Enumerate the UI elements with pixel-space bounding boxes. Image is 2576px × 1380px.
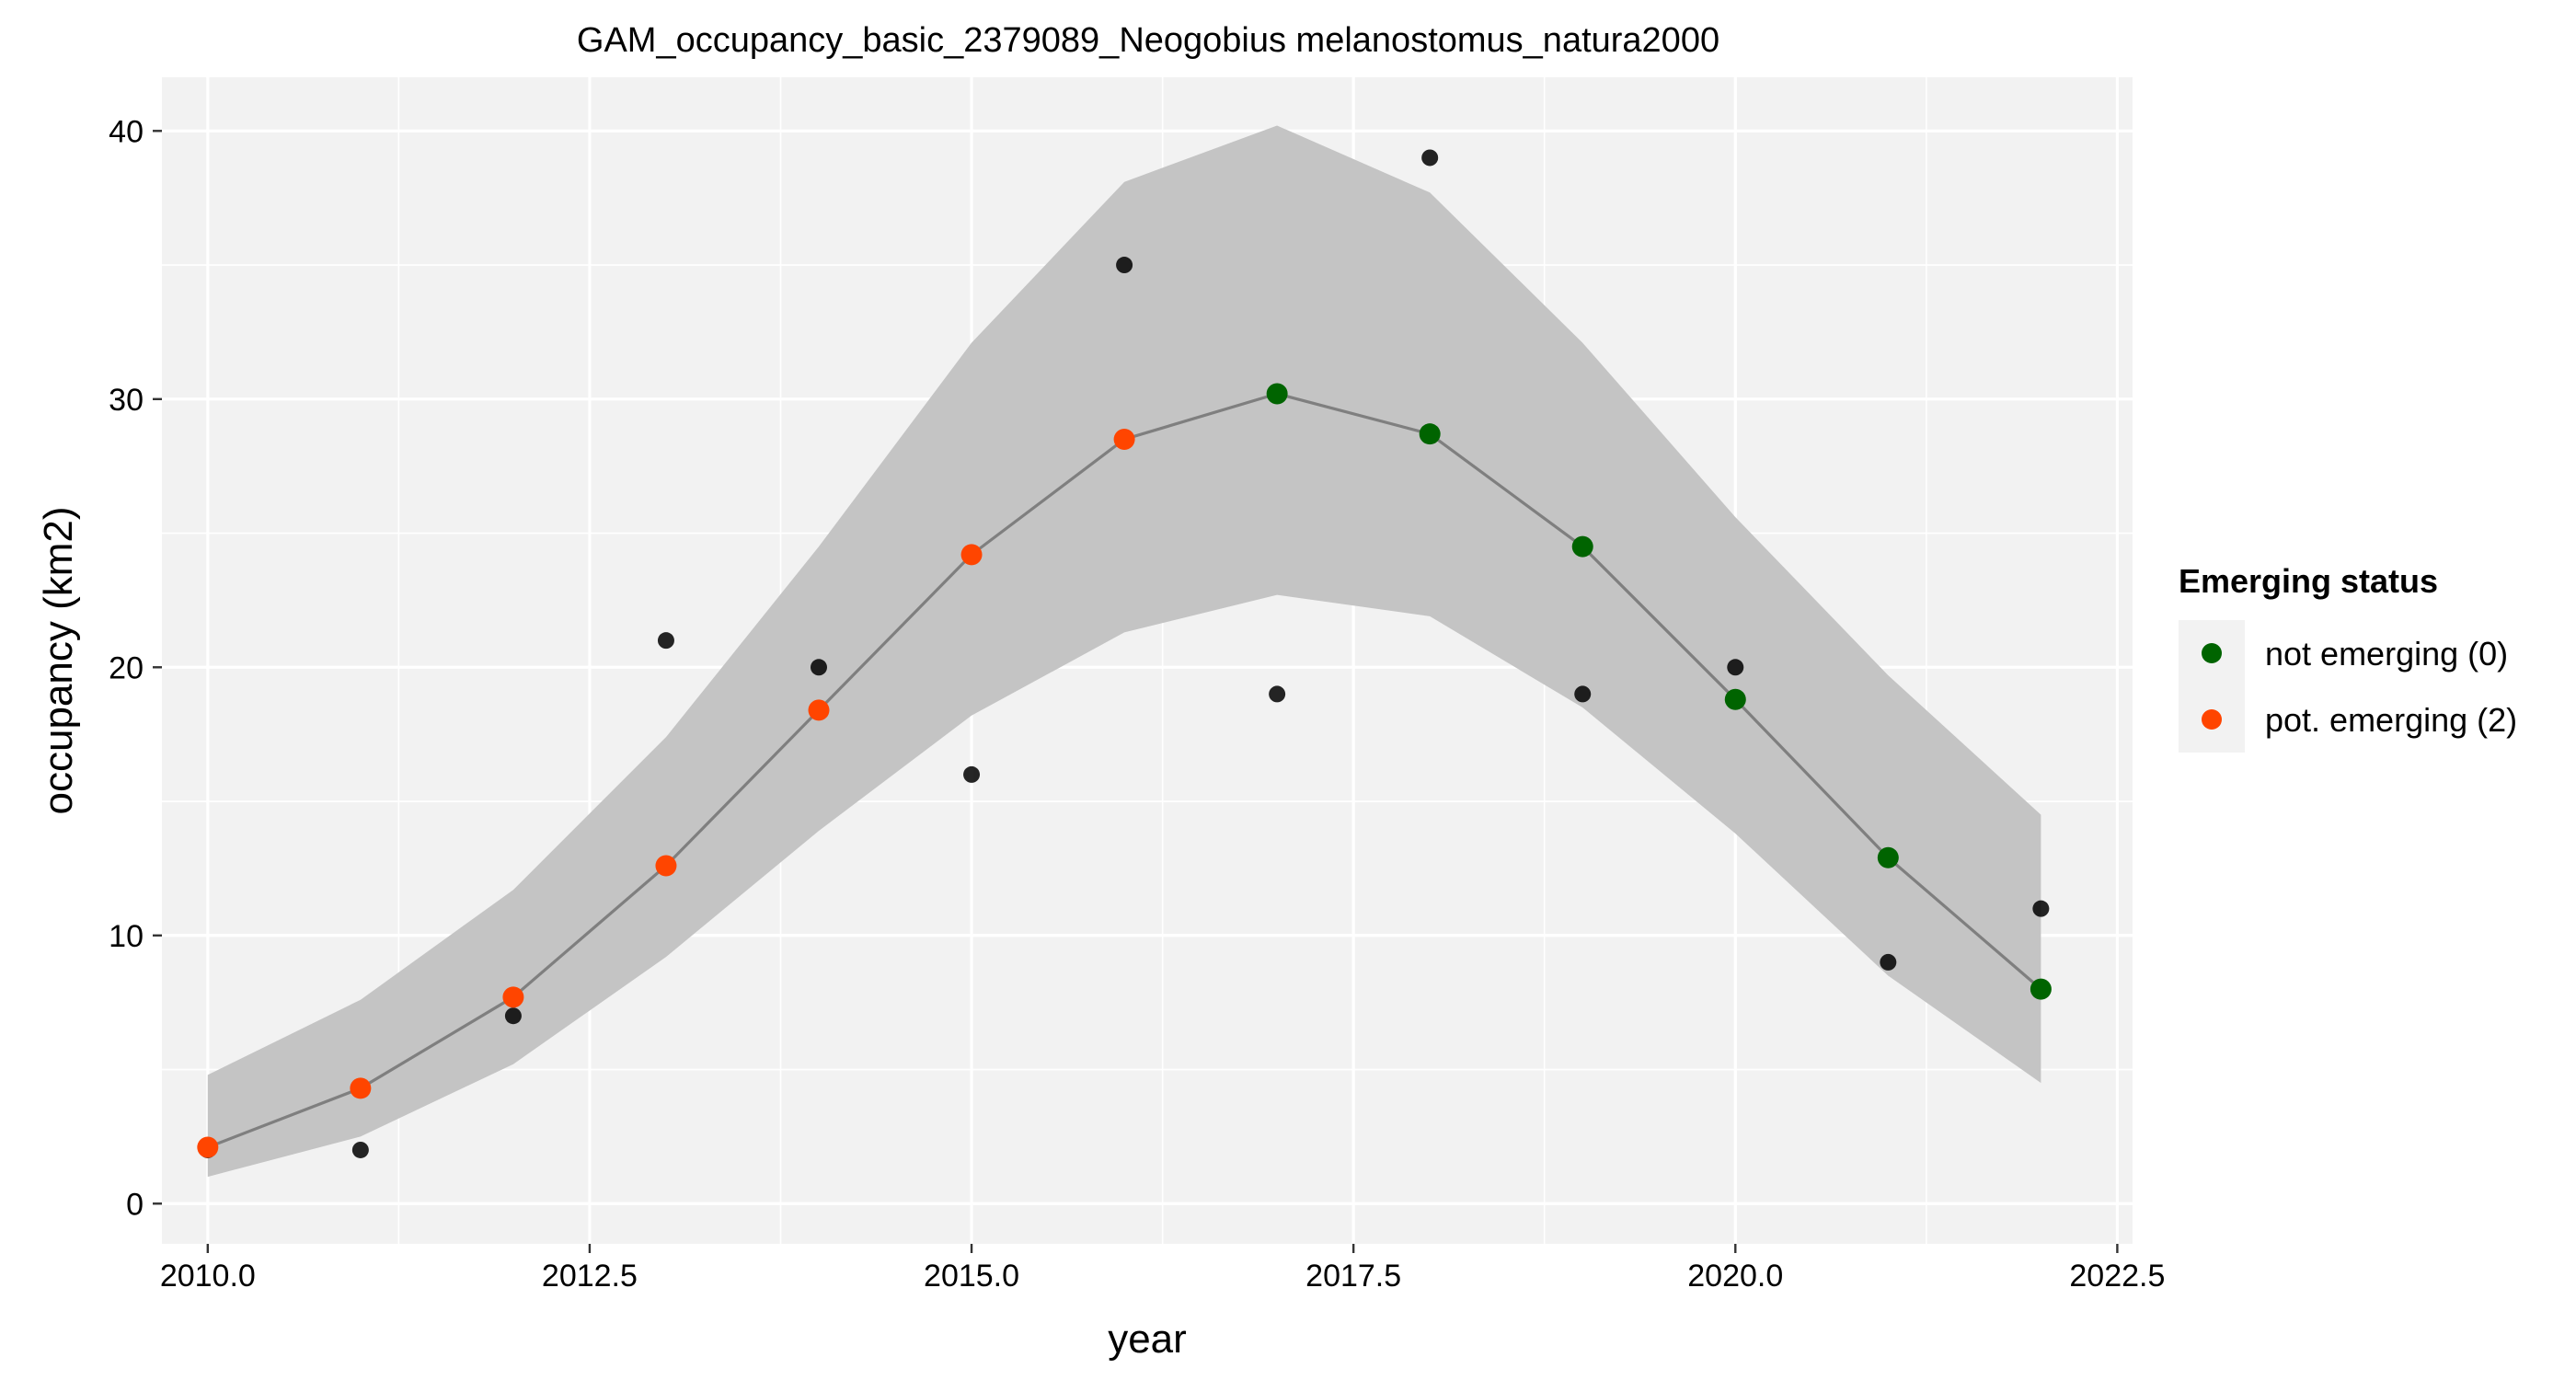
legend-key-not-emerging bbox=[2202, 643, 2222, 663]
x-axis-title: year bbox=[1108, 1317, 1187, 1362]
x-tick-label: 2017.5 bbox=[1305, 1259, 1401, 1294]
observed-point bbox=[1269, 685, 1286, 703]
chart-title: GAM_occupancy_basic_2379089_Neogobius me… bbox=[577, 21, 1719, 60]
y-tick-label: 10 bbox=[109, 919, 144, 954]
legend: Emerging status not emerging (0) pot. em… bbox=[2179, 562, 2517, 753]
fitted-points bbox=[197, 383, 2052, 1158]
fitted-point bbox=[1266, 383, 1288, 405]
observed-point bbox=[2032, 900, 2050, 917]
fitted-point bbox=[1571, 535, 1593, 558]
observed-point bbox=[811, 659, 827, 676]
x-tick-label: 2022.5 bbox=[2069, 1259, 2165, 1294]
x-axis: 2010.0 2012.5 2015.0 2017.5 2020.0 2022.5 bbox=[160, 1244, 2165, 1294]
y-axis: 0 10 20 30 40 bbox=[109, 114, 162, 1222]
fitted-point bbox=[1724, 688, 1746, 710]
fitted-point bbox=[2030, 978, 2052, 1000]
observed-point bbox=[1727, 659, 1744, 676]
confidence-ribbon bbox=[207, 125, 2041, 1178]
x-tick-label: 2010.0 bbox=[160, 1259, 256, 1294]
legend-label-not-emerging: not emerging (0) bbox=[2265, 635, 2508, 673]
y-tick-label: 30 bbox=[109, 383, 144, 418]
observed-point bbox=[1116, 257, 1133, 274]
observed-point bbox=[351, 1141, 369, 1158]
x-tick-label: 2015.0 bbox=[924, 1259, 1019, 1294]
observed-point bbox=[963, 765, 981, 783]
y-tick-label: 0 bbox=[126, 1187, 144, 1222]
legend-title: Emerging status bbox=[2179, 562, 2438, 600]
y-tick-label: 20 bbox=[109, 650, 144, 685]
y-axis-title: occupancy (km2) bbox=[36, 506, 81, 814]
grid-major bbox=[162, 77, 2133, 1244]
observed-point bbox=[504, 1007, 522, 1025]
legend-label-pot-emerging: pot. emerging (2) bbox=[2265, 701, 2517, 739]
fitted-point bbox=[808, 699, 830, 721]
fitted-point bbox=[502, 986, 524, 1008]
y-tick-label: 40 bbox=[109, 114, 144, 149]
x-tick-label: 2020.0 bbox=[1687, 1259, 1783, 1294]
observed-point bbox=[657, 632, 674, 650]
fitted-point bbox=[1419, 423, 1441, 445]
fitted-point bbox=[1113, 429, 1135, 451]
observed-point bbox=[1880, 953, 1897, 971]
observed-point bbox=[1421, 149, 1439, 167]
fitted-point bbox=[350, 1077, 372, 1099]
observed-point bbox=[1574, 685, 1592, 703]
fitted-point bbox=[960, 544, 983, 566]
fitted-point bbox=[655, 855, 677, 877]
legend-key-pot-emerging bbox=[2202, 709, 2222, 730]
fitted-point bbox=[197, 1136, 219, 1158]
fitted-point bbox=[1877, 846, 1899, 868]
x-tick-label: 2012.5 bbox=[542, 1259, 638, 1294]
